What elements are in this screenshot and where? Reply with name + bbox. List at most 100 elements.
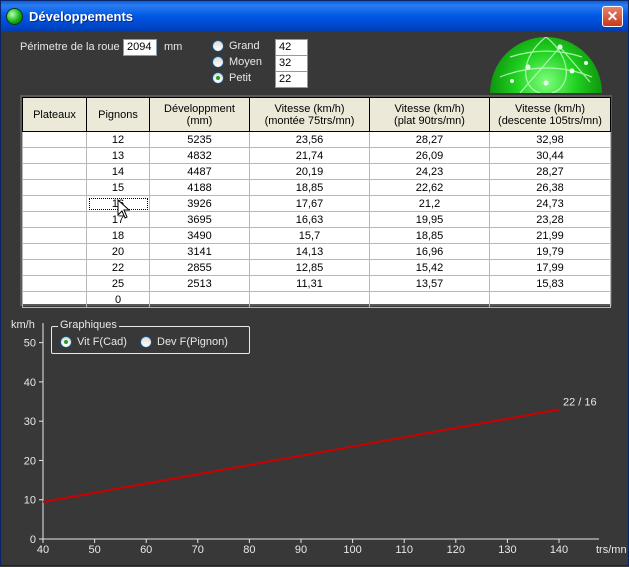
table-cell[interactable]: 16,63 (249, 211, 370, 228)
table-cell[interactable] (249, 291, 370, 308)
table-cell[interactable]: 30,44 (489, 147, 611, 164)
close-button[interactable]: ✕ (602, 6, 623, 27)
table-cell[interactable] (22, 259, 87, 276)
table-cell[interactable] (22, 243, 87, 260)
table-cell[interactable]: 3926 (149, 195, 250, 212)
table-cell[interactable]: 4188 (149, 179, 250, 196)
table-cell[interactable]: 32,98 (489, 131, 611, 148)
radio-dev-fpignon-button[interactable] (140, 336, 152, 348)
table-cell[interactable]: 21,2 (369, 195, 490, 212)
table-row[interactable]: 25 2513 11,31 13,57 15,83 (22, 275, 611, 292)
table-cell[interactable]: 21,74 (249, 147, 370, 164)
table-cell[interactable] (22, 147, 87, 164)
table-cell[interactable]: 0 (86, 291, 150, 308)
table-cell[interactable] (22, 163, 87, 180)
table-cell[interactable]: 15,7 (249, 227, 370, 244)
column-header[interactable]: Vitesse (km/h) (montée 75trs/mn) (249, 97, 370, 132)
table-cell[interactable]: 13,57 (369, 275, 490, 292)
grand-value-field[interactable]: 42 (275, 39, 308, 56)
table-cell[interactable]: 4487 (149, 163, 250, 180)
table-cell[interactable]: 18,85 (369, 227, 490, 244)
table-cell[interactable]: 3141 (149, 243, 250, 260)
table-cell[interactable]: 24,73 (489, 195, 611, 212)
table-cell[interactable] (22, 131, 87, 148)
table-cell[interactable] (22, 227, 87, 244)
table-cell[interactable]: 14 (86, 163, 150, 180)
x-tick-label: 70 (192, 544, 204, 556)
table-cell[interactable]: 2513 (149, 275, 250, 292)
table-cell[interactable]: 18 (86, 227, 150, 244)
table-cell[interactable]: 26,09 (369, 147, 490, 164)
radio-grand-button[interactable] (212, 40, 224, 52)
table-cell[interactable]: 15,83 (489, 275, 611, 292)
table-cell[interactable]: 28,27 (489, 163, 611, 180)
table-cell[interactable]: 12 (86, 131, 150, 148)
table-cell[interactable]: 2855 (149, 259, 250, 276)
table-cell[interactable]: 23,56 (249, 131, 370, 148)
table-cell[interactable] (489, 291, 611, 308)
data-grid[interactable]: Plateaux Pignons Développment (mm) Vitesse (… (22, 97, 611, 308)
developpement-table[interactable]: Plateaux Pignons Développment (mm) Vitesse (… (20, 95, 612, 308)
column-header[interactable]: Vitesse (km/h) (descente 105trs/mn) (489, 97, 611, 132)
table-cell[interactable]: 25 (86, 275, 150, 292)
table-cell[interactable]: 3490 (149, 227, 250, 244)
table-cell[interactable]: 19,79 (489, 243, 611, 260)
table-cell[interactable] (22, 211, 87, 228)
table-cell[interactable]: 5235 (149, 131, 250, 148)
table-cell[interactable] (22, 291, 87, 308)
column-header[interactable]: Vitesse (km/h) (plat 90trs/mn) (369, 97, 490, 132)
table-cell[interactable]: 14,13 (249, 243, 370, 260)
table-cell[interactable]: 13 (86, 147, 150, 164)
table-cell[interactable]: 12,85 (249, 259, 370, 276)
table-row[interactable]: 13 4832 21,74 26,09 30,44 (22, 147, 611, 164)
radio-dev-fpignon[interactable]: Dev F(Pignon) (140, 336, 228, 348)
table-cell[interactable]: 17,99 (489, 259, 611, 276)
table-cell[interactable]: 18,85 (249, 179, 370, 196)
table-cell[interactable]: 28,27 (369, 131, 490, 148)
table-cell[interactable]: 19,95 (369, 211, 490, 228)
table-cell[interactable]: 22,62 (369, 179, 490, 196)
radio-moyen-button[interactable] (212, 56, 224, 68)
radio-petit[interactable]: Petit (212, 72, 251, 84)
table-cell[interactable]: 20,19 (249, 163, 370, 180)
table-cell[interactable]: 4832 (149, 147, 250, 164)
table-cell[interactable] (22, 179, 87, 196)
table-cell[interactable]: 21,99 (489, 227, 611, 244)
moyen-value-field[interactable]: 32 (275, 55, 308, 72)
table-cell[interactable]: 15,42 (369, 259, 490, 276)
radio-vit-fcad[interactable]: Vit F(Cad) (60, 336, 127, 348)
column-header[interactable]: Pignons (86, 97, 150, 132)
table-row[interactable]: 22 2855 12,85 15,42 17,99 (22, 259, 611, 276)
table-row[interactable]: 17 3695 16,63 19,95 23,28 (22, 211, 611, 228)
radio-petit-button[interactable] (212, 72, 224, 84)
table-cell[interactable]: 15 (86, 179, 150, 196)
table-cell[interactable]: 22 (86, 259, 150, 276)
table-cell[interactable] (149, 291, 250, 308)
table-row[interactable]: 0 (22, 291, 611, 308)
table-row[interactable]: 14 4487 20,19 24,23 28,27 (22, 163, 611, 180)
table-cell[interactable]: 24,23 (369, 163, 490, 180)
table-cell[interactable]: 26,38 (489, 179, 611, 196)
table-cell[interactable]: 17,67 (249, 195, 370, 212)
table-cell[interactable] (22, 275, 87, 292)
table-row[interactable]: 15 4188 18,85 22,62 26,38 (22, 179, 611, 196)
table-row[interactable]: 18 3490 15,7 18,85 21,99 (22, 227, 611, 244)
table-cell[interactable] (22, 195, 87, 212)
table-row[interactable]: 12 5235 23,56 28,27 32,98 (22, 131, 611, 148)
title-bar[interactable]: Développements ✕ (1, 1, 628, 31)
radio-moyen[interactable]: Moyen (212, 56, 262, 68)
table-cell[interactable]: 3695 (149, 211, 250, 228)
column-header[interactable]: Développment (mm) (149, 97, 250, 132)
table-cell[interactable]: 23,28 (489, 211, 611, 228)
table-cell[interactable] (369, 291, 490, 308)
petit-value-field[interactable]: 22 (275, 71, 308, 88)
column-header[interactable]: Plateaux (22, 97, 87, 132)
perimeter-input[interactable]: 2094 (123, 39, 157, 56)
table-cell[interactable]: 16,96 (369, 243, 490, 260)
table-row[interactable]: 20 3141 14,13 16,96 19,79 (22, 243, 611, 260)
radio-grand[interactable]: Grand (212, 40, 260, 52)
table-cell[interactable]: 20 (86, 243, 150, 260)
table-cell[interactable]: 11,31 (249, 275, 370, 292)
radio-vit-fcad-button[interactable] (60, 336, 72, 348)
